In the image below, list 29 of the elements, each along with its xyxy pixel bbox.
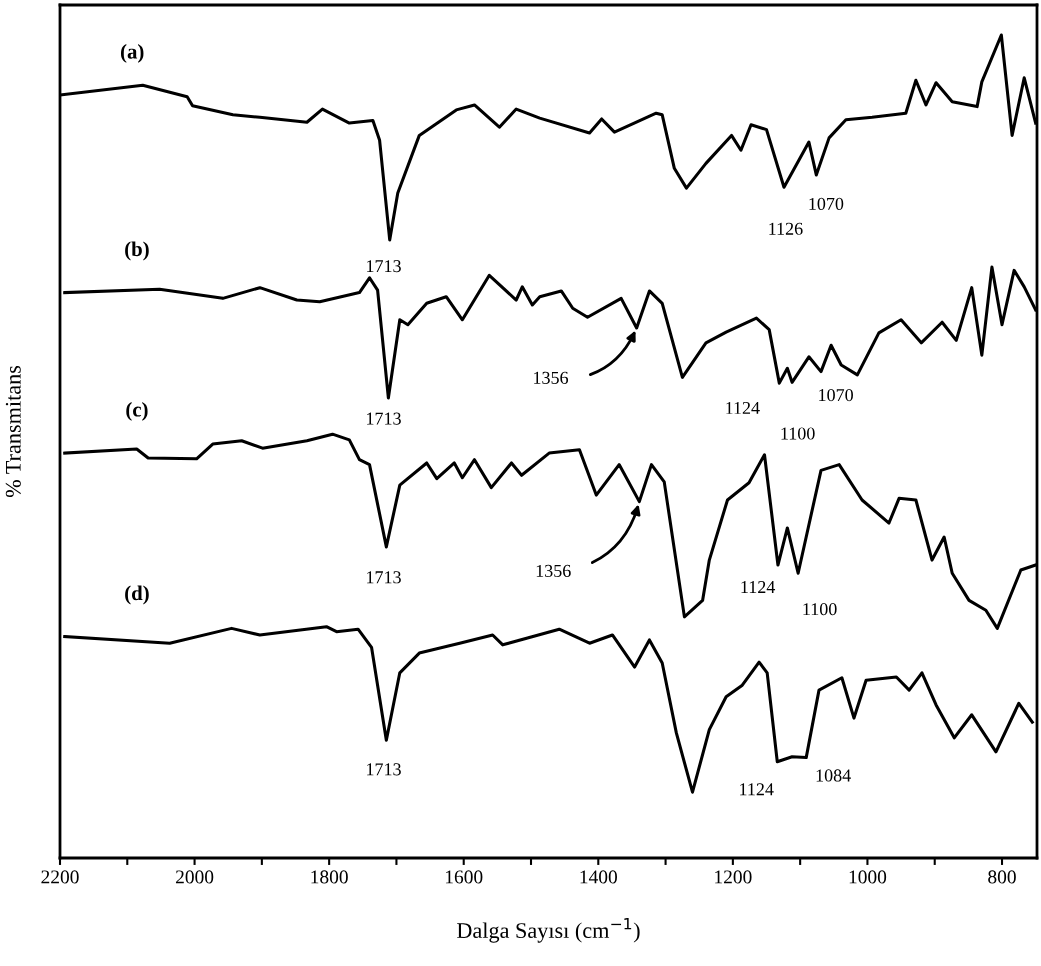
x-axis-title: Dalga Sayısı (cm$^{−1}$)	[457, 917, 640, 943]
annotation: 1070	[819, 388, 853, 402]
annotation: 1713	[367, 260, 401, 273]
annotation: 1356	[534, 371, 569, 384]
x-tick-label: 1000	[849, 870, 887, 884]
annotation: 1070	[809, 197, 844, 210]
annotation: 1713	[367, 763, 401, 776]
annotation: 1100	[803, 603, 837, 616]
annotation: 1713	[367, 571, 401, 584]
annotation: 1126	[769, 222, 803, 235]
x-tick-label: 1800	[311, 870, 348, 884]
x-tick-label: 1200	[715, 870, 752, 884]
y-axis-title: % Transmitans	[5, 365, 21, 498]
annotation: 1713	[367, 412, 401, 425]
annotation: 1100	[781, 427, 815, 440]
x-tick-label: 1600	[445, 870, 483, 884]
x-tick-label: 1400	[580, 870, 617, 884]
series-label: (d)	[125, 585, 149, 605]
annotation: 1124	[741, 581, 776, 593]
annotation: 1084	[816, 769, 851, 782]
series-label: (b)	[125, 241, 149, 261]
x-tick-label: 800	[988, 870, 1016, 884]
annotation: 1124	[740, 783, 774, 796]
series-label: (a)	[120, 43, 144, 63]
x-tick-label: 2000	[175, 870, 214, 884]
series-label: (c)	[126, 401, 148, 421]
annotation: 1356	[536, 564, 571, 577]
x-tick-label: 2200	[41, 870, 79, 884]
annotation: 1124	[726, 401, 760, 414]
